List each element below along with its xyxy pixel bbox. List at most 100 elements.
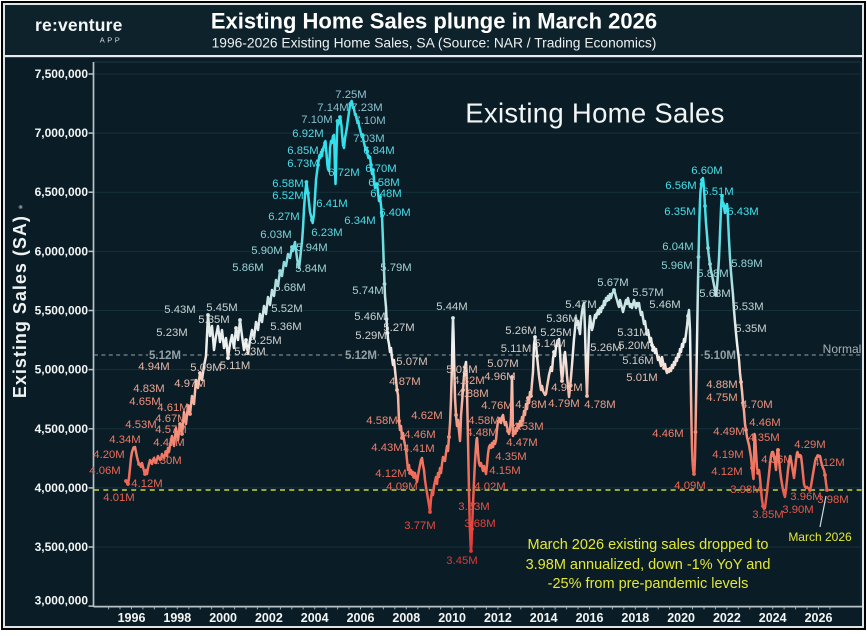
svg-text:5.57M: 5.57M xyxy=(632,287,663,299)
svg-text:4.87M: 4.87M xyxy=(389,376,420,388)
svg-text:5.68M: 5.68M xyxy=(274,282,305,294)
svg-text:4,000,000: 4,000,000 xyxy=(35,481,89,495)
svg-text:6.23M: 6.23M xyxy=(311,227,342,239)
svg-text:3.45M: 3.45M xyxy=(446,555,477,567)
svg-text:5.02M: 5.02M xyxy=(446,364,477,376)
svg-text:3.85M: 3.85M xyxy=(752,509,783,521)
svg-text:re:venture: re:venture xyxy=(35,15,123,35)
svg-text:5.31M: 5.31M xyxy=(617,327,648,339)
svg-text:5,500,000: 5,500,000 xyxy=(35,304,89,318)
svg-text:4.61M: 4.61M xyxy=(157,402,188,414)
svg-text:6.41M: 6.41M xyxy=(316,198,347,210)
svg-text:March 2026 existing sales drop: March 2026 existing sales dropped to xyxy=(527,537,768,553)
svg-text:4.46M: 4.46M xyxy=(749,417,780,429)
svg-text:5.52M: 5.52M xyxy=(271,303,302,315)
svg-text:4.79M: 4.79M xyxy=(548,398,579,410)
svg-text:4.49M: 4.49M xyxy=(713,426,744,438)
svg-text:2024: 2024 xyxy=(759,611,787,625)
svg-text:6.60M: 6.60M xyxy=(691,165,722,177)
svg-text:6.27M: 6.27M xyxy=(268,211,299,223)
svg-text:5.26M: 5.26M xyxy=(505,325,536,337)
svg-text:3,500,000: 3,500,000 xyxy=(35,540,89,554)
svg-text:4.46M: 4.46M xyxy=(404,429,435,441)
svg-text:5.11M: 5.11M xyxy=(220,360,251,372)
svg-text:4.30M: 4.30M xyxy=(150,455,181,467)
svg-text:6.84M: 6.84M xyxy=(363,145,394,157)
svg-text:4.46M: 4.46M xyxy=(652,428,683,440)
svg-text:Existing Sales (SA) *: Existing Sales (SA) * xyxy=(10,204,30,398)
svg-text:5.45M: 5.45M xyxy=(206,302,237,314)
svg-text:2020: 2020 xyxy=(667,611,695,625)
svg-text:Existing Home Sales plunge in: Existing Home Sales plunge in March 2026 xyxy=(211,9,657,34)
svg-text:4.83M: 4.83M xyxy=(133,383,164,395)
svg-text:2000: 2000 xyxy=(209,611,237,625)
svg-text:2014: 2014 xyxy=(530,611,558,625)
svg-text:4.97M: 4.97M xyxy=(174,378,205,390)
svg-text:4.58M: 4.58M xyxy=(468,415,499,427)
svg-text:5,000,000: 5,000,000 xyxy=(35,363,89,377)
svg-text:5.35M: 5.35M xyxy=(198,314,229,326)
svg-text:6.72M: 6.72M xyxy=(328,167,359,179)
svg-text:5.07M: 5.07M xyxy=(487,358,518,370)
svg-text:2002: 2002 xyxy=(255,611,283,625)
svg-text:5.96M: 5.96M xyxy=(661,260,692,272)
svg-text:3.83M: 3.83M xyxy=(458,501,489,513)
svg-text:4.12M: 4.12M xyxy=(375,468,406,480)
svg-text:5.20M: 5.20M xyxy=(618,340,649,352)
svg-text:7.10M: 7.10M xyxy=(354,115,385,127)
svg-text:5.89M: 5.89M xyxy=(731,258,762,270)
svg-text:4.34M: 4.34M xyxy=(109,434,140,446)
svg-text:4.35M: 4.35M xyxy=(495,451,526,463)
svg-text:6.40M: 6.40M xyxy=(379,207,410,219)
svg-text:5.79M: 5.79M xyxy=(380,262,411,274)
svg-text:4.70M: 4.70M xyxy=(741,399,772,411)
svg-text:4.09M: 4.09M xyxy=(386,481,417,493)
svg-text:3.68M: 3.68M xyxy=(464,518,495,530)
svg-text:4.78M: 4.78M xyxy=(515,399,546,411)
svg-text:4.62M: 4.62M xyxy=(411,410,442,422)
svg-text:4.06M: 4.06M xyxy=(89,465,120,477)
svg-text:5.46M: 5.46M xyxy=(354,311,385,323)
svg-text:2010: 2010 xyxy=(438,611,466,625)
svg-text:4.29M: 4.29M xyxy=(794,439,825,451)
svg-text:5.09M: 5.09M xyxy=(190,362,221,374)
svg-text:4.47M: 4.47M xyxy=(153,437,184,449)
svg-text:4.65M: 4.65M xyxy=(129,396,160,408)
svg-text:5.27M: 5.27M xyxy=(383,322,414,334)
svg-text:4.67M: 4.67M xyxy=(155,413,186,425)
svg-text:6,000,000: 6,000,000 xyxy=(35,244,89,258)
svg-text:6.52M: 6.52M xyxy=(272,190,303,202)
svg-text:5.46M: 5.46M xyxy=(649,299,680,311)
svg-text:5.25M: 5.25M xyxy=(250,335,281,347)
svg-text:6.85M: 6.85M xyxy=(287,145,318,157)
svg-text:3.96M: 3.96M xyxy=(790,491,821,503)
svg-text:3.77M: 3.77M xyxy=(404,520,435,532)
svg-text:4.19M: 4.19M xyxy=(712,449,743,461)
svg-text:7.23M: 7.23M xyxy=(351,102,382,114)
svg-text:4.20M: 4.20M xyxy=(93,449,124,461)
svg-text:4.53M: 4.53M xyxy=(125,419,156,431)
svg-text:5.25M: 5.25M xyxy=(540,327,571,339)
svg-text:5.29M: 5.29M xyxy=(355,330,386,342)
svg-text:3.98M: 3.98M xyxy=(730,484,761,496)
svg-text:4.76M: 4.76M xyxy=(481,400,512,412)
svg-text:5.01M: 5.01M xyxy=(626,372,657,384)
svg-text:5.94M: 5.94M xyxy=(296,242,327,254)
svg-text:March 2026: March 2026 xyxy=(788,530,852,544)
svg-text:-25% from pre-pandemic levels: -25% from pre-pandemic levels xyxy=(548,576,749,592)
svg-text:7.03M: 7.03M xyxy=(353,133,384,145)
svg-text:3.98M annualized, down -1% YoY: 3.98M annualized, down -1% YoY and xyxy=(526,557,771,573)
svg-text:5.43M: 5.43M xyxy=(164,304,195,316)
svg-text:5.88M: 5.88M xyxy=(697,268,728,280)
svg-text:5.90M: 5.90M xyxy=(251,245,282,257)
svg-text:4.15M: 4.15M xyxy=(489,465,520,477)
svg-text:6.58M: 6.58M xyxy=(272,178,303,190)
svg-text:5.10M: 5.10M xyxy=(704,350,736,362)
svg-text:4.57M: 4.57M xyxy=(155,424,186,436)
svg-text:5.53M: 5.53M xyxy=(732,301,763,313)
svg-text:4,500,000: 4,500,000 xyxy=(35,422,89,436)
svg-text:APP: APP xyxy=(100,36,123,45)
svg-text:5.11M: 5.11M xyxy=(501,343,532,355)
svg-text:2008: 2008 xyxy=(392,611,420,625)
svg-text:4.53M: 4.53M xyxy=(512,421,543,433)
